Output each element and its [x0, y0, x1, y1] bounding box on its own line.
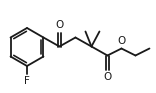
- Text: O: O: [117, 36, 126, 46]
- Text: O: O: [55, 20, 64, 31]
- Text: F: F: [24, 77, 30, 86]
- Text: O: O: [103, 72, 112, 81]
